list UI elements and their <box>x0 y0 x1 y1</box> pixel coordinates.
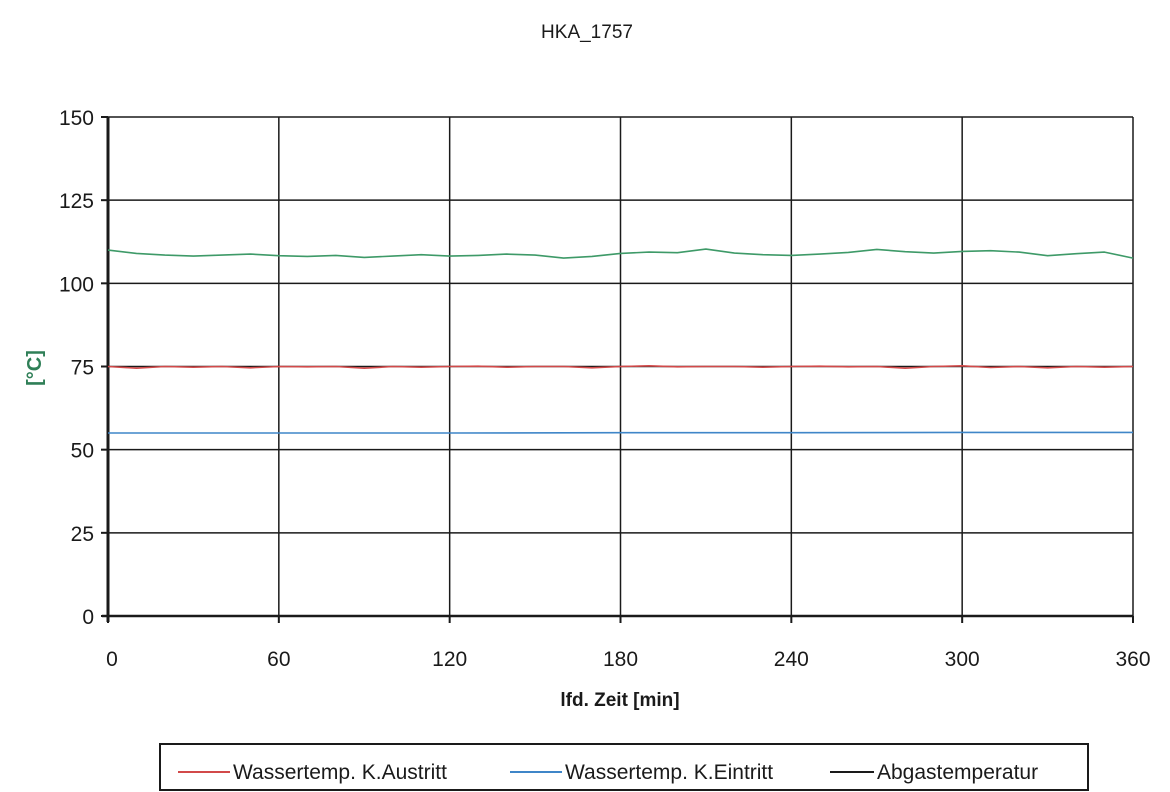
y-tick-label: 100 <box>59 273 94 296</box>
legend-item-austritt: Wassertemp. K.Austritt <box>178 761 447 784</box>
y-tick-label: 125 <box>59 190 94 213</box>
x-tick-label: 0 <box>106 648 118 671</box>
y-tick-label: 50 <box>71 440 94 463</box>
legend-item-eintritt: Wassertemp. K.Eintritt <box>510 761 773 784</box>
tick-labels: 0 25 50 75 100 125 150 0 60 120 180 240 300 360 <box>59 107 1151 671</box>
series-line-2 <box>107 248 1134 259</box>
y-axis-label: [°C] <box>24 350 46 386</box>
y-tick-label: 150 <box>59 107 94 130</box>
x-tick-label: 60 <box>267 648 290 671</box>
axes <box>101 116 1134 623</box>
y-tick-label: 25 <box>71 523 94 546</box>
x-tick-label: 120 <box>432 648 467 671</box>
y-tick-label: 0 <box>82 606 94 629</box>
legend-label: Abgastemperatur <box>877 761 1038 784</box>
series-line-1 <box>108 431 1133 434</box>
x-tick-label: 180 <box>603 648 638 671</box>
x-tick-label: 360 <box>1115 648 1150 671</box>
legend-label: Wassertemp. K.Austritt <box>233 761 447 784</box>
x-tick-label: 300 <box>945 648 980 671</box>
legend-item-abgas: Abgastemperatur <box>830 761 1038 784</box>
legend-box <box>159 743 1089 791</box>
chart-title: HKA_1757 <box>541 22 633 43</box>
x-axis-label: lfd. Zeit [min] <box>560 690 679 711</box>
x-tick-label: 240 <box>774 648 809 671</box>
legend: Wassertemp. K.Austritt Wassertemp. K.Ein… <box>159 743 1089 791</box>
legend-label: Wassertemp. K.Eintritt <box>565 761 773 784</box>
y-tick-label: 75 <box>71 357 94 380</box>
series-lines <box>107 248 1134 434</box>
series-line-0 <box>107 364 1134 370</box>
